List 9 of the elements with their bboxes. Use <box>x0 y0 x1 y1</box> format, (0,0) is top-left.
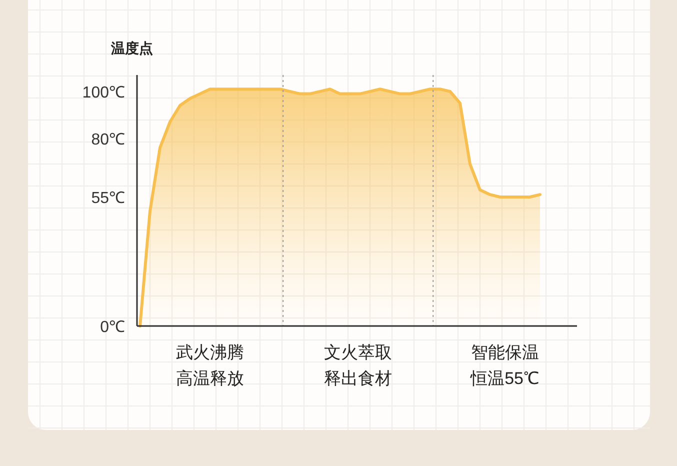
y-tick-label: 0℃ <box>100 319 125 336</box>
text: 智能保温恒温55℃ <box>470 343 540 388</box>
line-series <box>138 88 542 328</box>
y-axis-title: 温度点 <box>110 40 153 56</box>
y-tick-label: 55℃ <box>91 190 125 207</box>
y-tick-label: 80℃ <box>91 131 125 148</box>
y-tick-label: 100℃ <box>82 84 125 102</box>
text: 文火萃取释出食材 <box>324 343 392 388</box>
text: 武火沸腾高温释放 <box>176 343 244 388</box>
